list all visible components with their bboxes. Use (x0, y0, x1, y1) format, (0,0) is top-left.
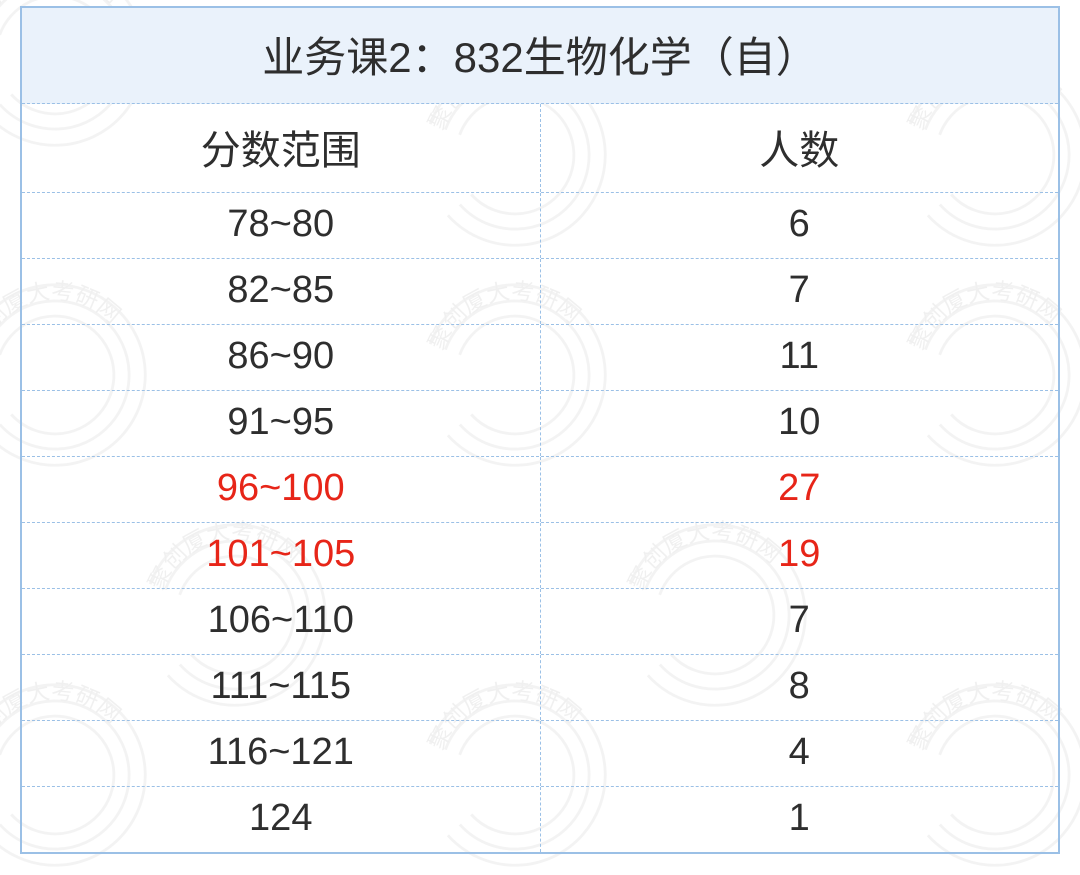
table-row: 86~9011 (22, 325, 1058, 391)
cell-range: 116~121 (22, 721, 541, 786)
col-header-count: 人数 (541, 104, 1059, 192)
table-row: 101~10519 (22, 523, 1058, 589)
cell-range: 111~115 (22, 655, 541, 720)
cell-count: 7 (541, 589, 1059, 654)
table-row: 82~857 (22, 259, 1058, 325)
cell-count: 27 (541, 457, 1059, 522)
cell-count: 6 (541, 193, 1059, 258)
table-title: 业务课2：832生物化学（自） (22, 8, 1058, 104)
table-header-row: 分数范围 人数 (22, 104, 1058, 193)
table-row: 111~1158 (22, 655, 1058, 721)
cell-range: 106~110 (22, 589, 541, 654)
cell-count: 4 (541, 721, 1059, 786)
cell-count: 10 (541, 391, 1059, 456)
table-row: 91~9510 (22, 391, 1058, 457)
cell-count: 1 (541, 787, 1059, 852)
cell-range: 124 (22, 787, 541, 852)
cell-count: 11 (541, 325, 1059, 390)
cell-range: 86~90 (22, 325, 541, 390)
cell-range: 96~100 (22, 457, 541, 522)
cell-range: 101~105 (22, 523, 541, 588)
table-row: 106~1107 (22, 589, 1058, 655)
score-table: 业务课2：832生物化学（自） 分数范围 人数 78~80682~85786~9… (20, 6, 1060, 854)
cell-count: 8 (541, 655, 1059, 720)
table-row: 96~10027 (22, 457, 1058, 523)
col-header-range: 分数范围 (22, 104, 541, 192)
cell-range: 91~95 (22, 391, 541, 456)
cell-range: 82~85 (22, 259, 541, 324)
cell-count: 7 (541, 259, 1059, 324)
table-row: 1241 (22, 787, 1058, 852)
table-row: 78~806 (22, 193, 1058, 259)
table-row: 116~1214 (22, 721, 1058, 787)
cell-range: 78~80 (22, 193, 541, 258)
cell-count: 19 (541, 523, 1059, 588)
